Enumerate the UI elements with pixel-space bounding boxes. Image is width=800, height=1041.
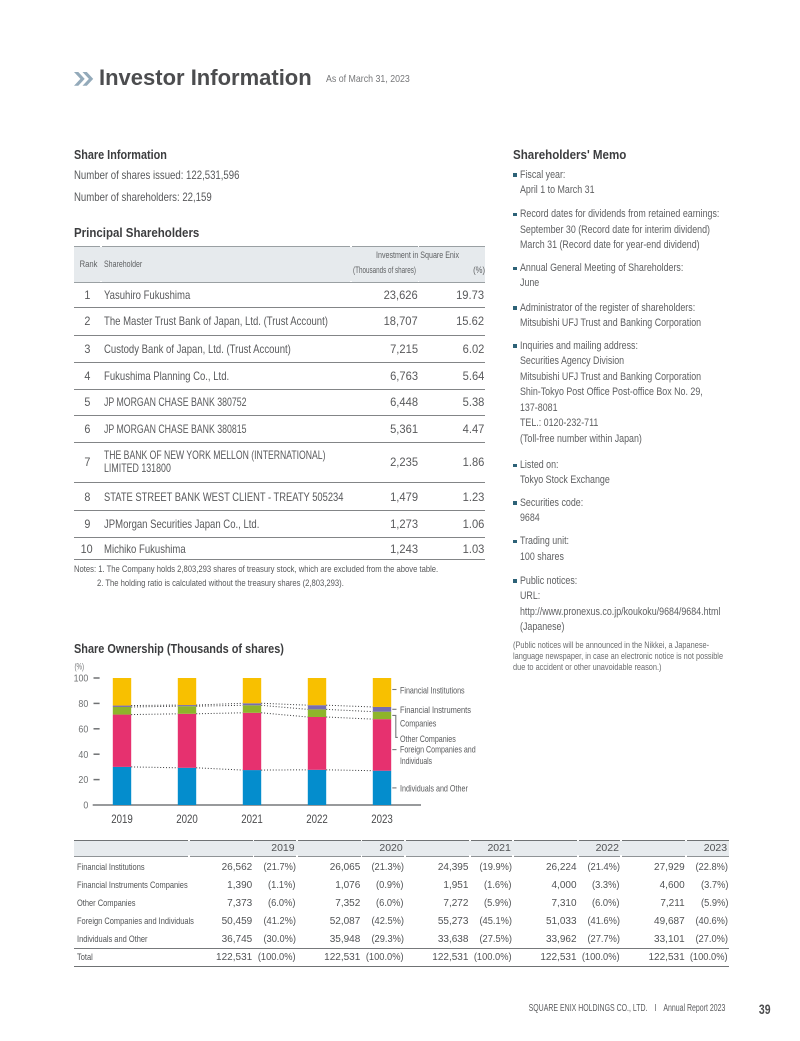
svg-text:Companies: Companies xyxy=(400,718,437,729)
svg-text:2021: 2021 xyxy=(241,812,263,826)
svg-text:80: 80 xyxy=(78,699,88,710)
svg-text:40: 40 xyxy=(78,750,88,761)
svg-text:20: 20 xyxy=(78,775,88,786)
svg-text:Other Companies: Other Companies xyxy=(400,734,456,745)
svg-text:Foreign Companies and: Foreign Companies and xyxy=(400,745,476,756)
svg-text:2020: 2020 xyxy=(176,812,198,826)
svg-text:0: 0 xyxy=(83,801,88,812)
svg-text:Financial Institutions: Financial Institutions xyxy=(400,685,465,696)
svg-text:Individuals: Individuals xyxy=(400,756,432,767)
svg-text:Individuals and Other: Individuals and Other xyxy=(400,783,468,794)
svg-text:2022: 2022 xyxy=(306,812,328,826)
svg-text:100: 100 xyxy=(74,674,89,685)
svg-text:60: 60 xyxy=(78,724,88,735)
svg-text:Financial Instruments: Financial Instruments xyxy=(400,705,471,716)
svg-text:2019: 2019 xyxy=(111,812,133,826)
svg-text:(%): (%) xyxy=(75,662,85,673)
svg-text:2023: 2023 xyxy=(371,812,393,826)
